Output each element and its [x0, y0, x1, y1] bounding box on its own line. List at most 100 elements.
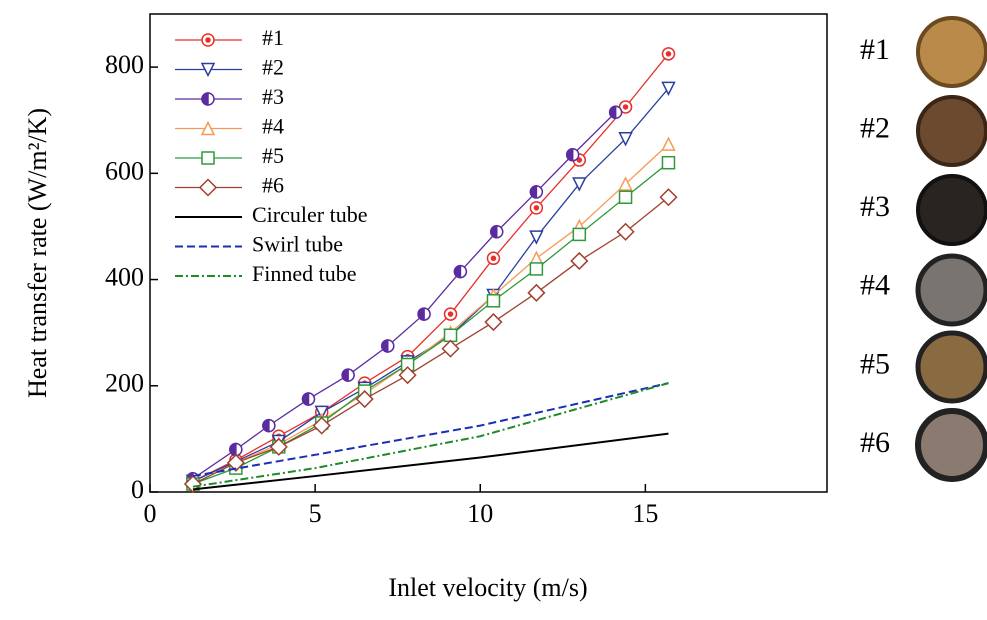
legend-marker — [201, 151, 215, 165]
legend-marker — [200, 62, 216, 78]
x-tick-label: 15 — [632, 499, 658, 528]
legend-label: #6 — [262, 173, 284, 198]
marker — [201, 92, 215, 106]
x-tick-label: 0 — [144, 499, 157, 528]
marker — [201, 151, 215, 165]
marker — [570, 251, 589, 271]
marker — [198, 178, 218, 197]
sample-label: #1 — [860, 33, 890, 66]
marker-half — [201, 92, 209, 106]
marker — [312, 416, 331, 435]
marker — [417, 307, 431, 321]
marker — [618, 190, 633, 204]
y-tick-label: 200 — [105, 369, 144, 398]
marker — [529, 201, 544, 215]
marker — [661, 81, 676, 97]
sample-photo — [915, 408, 987, 482]
marker — [226, 453, 245, 472]
marker — [616, 222, 635, 241]
sample-label: #3 — [860, 190, 890, 223]
legend-label: Swirl tube — [252, 232, 343, 257]
marker-half — [381, 339, 389, 353]
series-line — [192, 111, 617, 480]
marker-half — [565, 147, 574, 162]
marker-half — [341, 368, 349, 382]
sample-label: #5 — [860, 347, 890, 380]
marker-half — [262, 418, 270, 433]
y-tick-label: 800 — [105, 50, 144, 79]
marker — [661, 155, 676, 170]
marker-dot — [490, 255, 497, 262]
plot-frame — [149, 13, 828, 493]
marker — [269, 437, 288, 456]
legend-label: Finned tube — [252, 261, 357, 286]
sample-photo — [916, 95, 987, 167]
marker — [529, 230, 544, 245]
x-axis-label: Inlet velocity (m/s) — [388, 573, 587, 602]
marker-dot — [205, 37, 211, 43]
marker-half — [417, 307, 425, 321]
sample-label: #6 — [860, 426, 890, 459]
marker — [301, 392, 316, 406]
marker — [527, 283, 546, 302]
marker — [443, 328, 458, 343]
marker — [618, 132, 633, 147]
marker-half — [608, 105, 617, 120]
marker-dot — [447, 311, 454, 317]
series-line — [192, 162, 669, 485]
legend-marker — [200, 120, 216, 136]
marker — [572, 227, 587, 242]
series-line — [192, 196, 669, 485]
marker — [201, 33, 215, 47]
sample-label: #2 — [860, 111, 890, 144]
x-tick-label: 10 — [467, 499, 493, 528]
marker — [314, 405, 329, 421]
marker — [200, 62, 216, 78]
sample-photo — [915, 330, 987, 404]
marker — [229, 442, 243, 457]
y-tick-label: 600 — [105, 156, 144, 185]
marker — [398, 366, 417, 385]
series-line — [192, 53, 669, 482]
marker-dot — [576, 157, 583, 163]
marker — [486, 251, 501, 266]
marker-dot — [665, 51, 672, 57]
x-tick-label: 5 — [309, 499, 322, 528]
legend-label: #4 — [262, 114, 284, 139]
sample-photos — [915, 16, 987, 482]
sample-photo — [916, 16, 987, 88]
legend-marker — [198, 178, 218, 197]
marker — [355, 389, 374, 409]
marker — [529, 262, 544, 276]
marker — [529, 185, 544, 199]
sample-photo — [915, 253, 987, 327]
y-axis-label: Heat transfer rate (W/m²/K) — [23, 108, 52, 398]
marker — [200, 120, 216, 136]
series-line — [192, 382, 669, 478]
y-tick-label: 0 — [131, 475, 144, 504]
marker — [453, 264, 468, 279]
marker-half — [301, 392, 310, 406]
marker — [441, 339, 460, 358]
y-tick-label: 400 — [105, 263, 144, 292]
marker — [572, 177, 587, 192]
marker — [262, 418, 276, 433]
marker-half — [529, 185, 538, 199]
legend-marker — [201, 92, 215, 106]
marker — [341, 368, 355, 382]
marker — [381, 339, 395, 353]
sample-label: #4 — [860, 269, 890, 302]
marker — [608, 105, 623, 120]
marker-dot — [622, 104, 629, 110]
marker — [618, 176, 633, 191]
marker — [484, 312, 503, 332]
marker-half — [229, 442, 237, 457]
series-line — [192, 432, 669, 491]
marker-half — [453, 264, 462, 279]
sample-photo — [916, 174, 987, 246]
legend-label: #5 — [262, 143, 284, 168]
marker — [661, 136, 676, 151]
legend-label: #3 — [262, 84, 284, 109]
